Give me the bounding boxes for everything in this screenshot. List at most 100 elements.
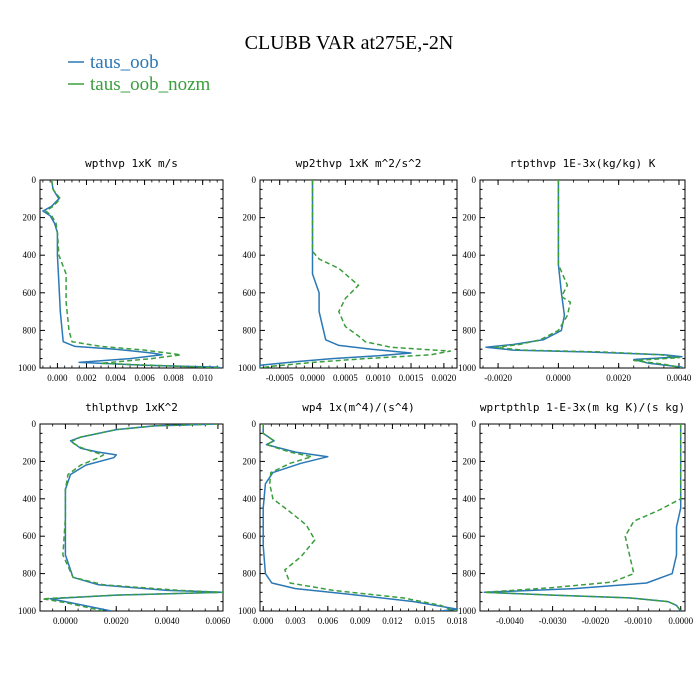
y-tick-label: 800 [243,569,257,579]
y-tick-label: 0 [472,419,477,429]
x-tick-label: 0.010 [193,373,214,383]
x-tick-label: 0.0000 [546,373,571,383]
y-tick-label: 800 [23,569,37,579]
x-tick-label: 0.000 [47,373,68,383]
panel-2: wp2thvp 1xK m^2/s^2 0 200 400 600 800 1000 -0.0… [238,157,458,383]
series-line-taus-oob-nozm [262,424,457,611]
y-tick-label: 200 [463,456,477,466]
y-tick-label: 600 [23,288,37,298]
y-tick-label: 0 [32,419,37,429]
legend: taus_oob taus_oob_nozm [68,52,211,95]
x-tick-label: -0.0040 [496,616,524,626]
panel-title: wp4 1x(m^4)/(s^4) [302,401,415,414]
y-tick-label: 200 [23,213,37,223]
panel-title: rtpthvp 1E-3x(kg/kg) K [510,157,656,170]
plot-frame [479,423,686,612]
panel-title: wprtpthlp 1-E-3x(m kg K)/(s kg) [480,401,685,414]
x-tick-label: -0.0030 [539,616,567,626]
y-tick-label: 800 [23,325,37,335]
y-tick-label: 800 [463,325,477,335]
plot-frame [479,179,686,369]
y-tick-label: 1000 [18,606,37,616]
x-tick-label: -0.0010 [624,616,652,626]
y-tick-label: 400 [23,250,37,260]
series-line-taus-oob [42,180,222,368]
x-tick-label: 0.004 [105,373,126,383]
series-line-taus-oob-nozm [483,424,682,611]
series-line-taus-oob-nozm [45,180,222,368]
series-line-taus-oob [485,180,683,368]
x-tick-label: 0.006 [134,373,155,383]
panel-title: wp2thvp 1xK m^2/s^2 [296,157,422,170]
x-tick-label: 0.0020 [606,373,631,383]
y-tick-label: 400 [243,250,257,260]
x-tick-label: 0.0000 [53,616,78,626]
x-tick-label: 0.018 [447,616,468,626]
x-tick-label: 0.0010 [366,373,391,383]
y-tick-label: 400 [463,250,477,260]
x-tick-label: 0.0015 [399,373,424,383]
legend-label-taus-oob-nozm: taus_oob_nozm [90,74,211,95]
x-tick-label: 0.009 [350,616,371,626]
y-tick-label: 0 [252,419,257,429]
y-tick-label: 400 [463,494,477,504]
y-tick-label: 200 [463,213,477,223]
series-line-taus-oob [483,424,682,611]
panel-6: wprtpthlp 1-E-3x(m kg K)/(s kg)0 200 400 60… [458,401,694,626]
y-tick-label: 600 [23,531,37,541]
x-tick-label: -0.0020 [581,616,609,626]
panel-title: wpthvp 1xK m/s [85,157,178,170]
y-tick-label: 800 [463,569,477,579]
panel-4: thlpthvp 1xK^2 0 200 400 600 800 1000 0.0000 0.0… [18,401,231,626]
y-tick-label: 800 [243,325,257,335]
y-tick-label: 1000 [238,606,257,616]
series-line-taus-oob [262,424,457,611]
series-line-taus-oob [260,180,412,368]
y-tick-label: 200 [243,213,257,223]
series-line-taus-oob [49,424,223,611]
x-tick-label: 0.0000 [668,616,693,626]
x-tick-label: 0.0040 [155,616,180,626]
y-tick-label: 0 [472,175,477,185]
x-tick-label: 0.0000 [300,373,325,383]
x-tick-label: 0.0020 [104,616,129,626]
y-tick-label: 0 [32,175,37,185]
panel-1: wpthvp 1xK m/s 0 200 400 600 800 1000 0.000 0.00… [18,157,224,383]
x-tick-label: 0.002 [76,373,96,383]
x-tick-label: 0.012 [382,616,402,626]
plot-frame [39,423,224,612]
x-tick-label: -0.0005 [266,373,294,383]
plot-frame [39,179,224,369]
y-tick-label: 200 [23,456,37,466]
y-tick-label: 600 [463,531,477,541]
panel-title: thlpthvp 1xK^2 [85,401,178,414]
panel-3: rtpthvp 1E-3x(kg/kg) K 0 200 400 600 800 1000-… [458,157,692,383]
series-line-taus-oob-nozm [260,180,452,368]
figure-title: CLUBB VAR at275E,-2N [245,32,454,54]
y-tick-label: 1000 [458,606,477,616]
y-tick-label: 200 [243,456,257,466]
x-tick-label: 0.000 [253,616,274,626]
series-line-taus-oob-nozm [494,180,683,368]
y-tick-label: 400 [23,494,37,504]
y-tick-label: 400 [243,494,257,504]
y-tick-label: 1000 [18,363,37,373]
y-tick-label: 1000 [458,363,477,373]
x-tick-label: 0.008 [163,373,184,383]
x-tick-label: 0.0005 [333,373,358,383]
x-tick-label: 0.0020 [431,373,456,383]
x-tick-label: 0.0040 [667,373,692,383]
legend-label-taus-oob: taus_oob [90,52,159,73]
y-tick-label: 600 [243,288,257,298]
series-line-taus-oob-nozm [41,424,223,611]
y-tick-label: 0 [252,175,257,185]
y-tick-label: 1000 [238,363,257,373]
x-tick-label: -0.0020 [484,373,512,383]
plot-frame [259,179,458,369]
y-tick-label: 600 [463,288,477,298]
y-tick-label: 600 [243,531,257,541]
x-tick-label: 0.006 [318,616,339,626]
